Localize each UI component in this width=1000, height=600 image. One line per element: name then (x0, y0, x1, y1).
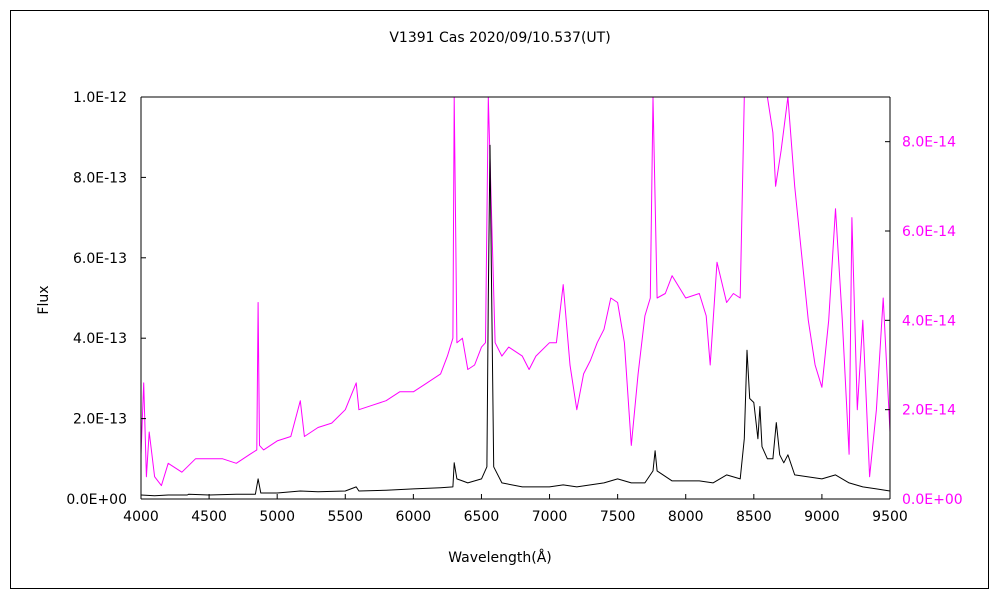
y-left-tick-label: 4.0E-13 (73, 331, 127, 347)
black-spectrum-line (140, 144, 891, 497)
x-axis-label: Wavelength(Å) (448, 549, 552, 566)
y-left-tick-label: 2.0E-13 (73, 412, 127, 428)
x-tick-label: 8500 (736, 509, 772, 525)
x-tick-label: 7000 (532, 509, 568, 525)
x-tick-label: 9000 (804, 509, 840, 525)
x-tick-label: 5500 (327, 509, 363, 525)
y-left-tick-label: 8.0E-13 (73, 170, 127, 186)
y-right-tick-label: 6.0E-14 (902, 224, 956, 240)
y-right-tick-label: 0.0E+00 (902, 492, 963, 508)
x-tick-label: 5000 (259, 509, 295, 525)
x-tick-label: 4000 (123, 509, 159, 525)
y-right-tick-label: 2.0E-14 (902, 403, 956, 419)
x-tick-label: 4500 (191, 509, 227, 525)
x-tick-label: 9500 (872, 509, 908, 525)
x-tick-label: 7500 (600, 509, 636, 525)
y-right-tick-label: 8.0E-14 (902, 135, 956, 151)
series-layer (140, 96, 891, 497)
plot-area (141, 97, 890, 499)
y-right-tick-label: 4.0E-14 (902, 313, 956, 329)
ticks-layer: 4000 4500 5000 5500 6000 6500 7000 7500 8000 8500… (66, 90, 962, 525)
y-left-tick-label: 6.0E-13 (73, 251, 127, 267)
magenta-spectrum-line (140, 96, 891, 487)
x-tick-label: 6000 (396, 509, 432, 525)
y-axis-label: Flux (36, 285, 52, 314)
y-left-tick-label: 1.0E-12 (73, 90, 127, 106)
y-left-tick-label: 0.0E+00 (66, 492, 127, 508)
x-tick-label: 8000 (668, 509, 704, 525)
chart-title: V1391 Cas 2020/09/10.537(UT) (389, 30, 610, 46)
x-tick-label: 6500 (464, 509, 500, 525)
